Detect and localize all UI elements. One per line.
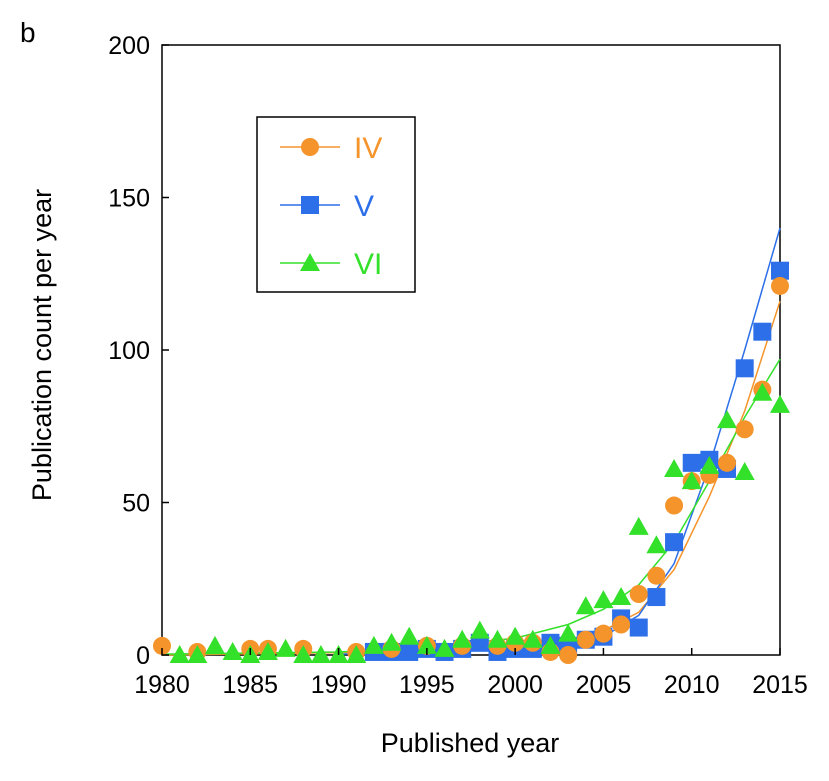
data-point-vi	[169, 645, 190, 663]
y-axis-ticks: 0 50 100 150 200	[108, 32, 169, 670]
data-point-iv	[576, 630, 595, 649]
data-point-vi	[770, 394, 790, 413]
panel-label: b	[20, 17, 36, 48]
data-point-iv	[594, 624, 613, 643]
data-point-vi	[346, 645, 367, 663]
legend: IV V VI	[256, 116, 416, 293]
y-tick-label: 200	[108, 32, 150, 60]
data-point-vi	[434, 638, 455, 657]
x-axis-ticks: 1980 1985 1990 1995 2000 2005 2010 2015	[134, 648, 808, 699]
data-point-vi	[222, 641, 243, 660]
plot-frame	[161, 44, 781, 656]
data-point-v	[629, 618, 648, 637]
legend-label-iv: IV	[354, 132, 382, 165]
data-point-v	[647, 588, 666, 607]
legend-marker-v	[301, 196, 319, 214]
data-point-vi	[611, 587, 632, 606]
data-point-v	[665, 533, 684, 552]
x-tick-label: 1995	[399, 671, 455, 699]
data-point-vi	[469, 620, 490, 639]
data-point-iv	[629, 585, 648, 603]
data-point-vi	[204, 635, 225, 654]
data-point-iv	[771, 276, 789, 295]
legend-label-v: V	[354, 190, 374, 223]
y-tick-label: 150	[108, 185, 150, 213]
data-point-iv	[647, 566, 666, 585]
data-point-v	[771, 261, 789, 280]
y-tick-label: 0	[136, 642, 150, 670]
data-point-vi	[275, 638, 296, 657]
data-point-iv	[735, 420, 754, 439]
fit-curves	[161, 227, 781, 656]
data-point-vi	[187, 645, 208, 663]
data-point-vi	[310, 645, 331, 663]
data-point-vi	[293, 645, 314, 663]
data-point-vi	[752, 382, 773, 401]
x-tick-label: 2015	[752, 671, 808, 699]
data-point-vi	[399, 626, 420, 645]
x-tick-label: 1990	[311, 671, 367, 699]
data-point-vi	[257, 641, 278, 660]
x-tick-label: 2000	[487, 671, 543, 699]
data-point-iv	[153, 636, 171, 655]
x-tick-label: 1985	[222, 671, 278, 699]
data-point-vi	[540, 635, 561, 654]
x-tick-label: 1980	[134, 671, 190, 699]
data-point-vi	[664, 458, 685, 477]
data-point-v	[682, 453, 701, 472]
data-point-iv	[665, 496, 684, 515]
data-point-vi	[681, 471, 702, 490]
x-axis-title: Published year	[381, 728, 560, 758]
data-markers	[153, 261, 790, 664]
data-point-vi	[646, 535, 667, 554]
data-point-vi	[699, 455, 720, 474]
data-point-vi	[363, 635, 384, 654]
data-point-iv	[612, 615, 631, 634]
legend-label-vi: VI	[354, 248, 382, 281]
data-point-vi	[381, 632, 402, 651]
data-point-vi	[487, 629, 508, 648]
data-point-vi	[558, 623, 579, 642]
x-tick-label: 2010	[664, 671, 720, 699]
x-tick-label: 2005	[576, 671, 632, 699]
data-point-v	[400, 642, 419, 661]
fit-curve-vi	[161, 358, 781, 655]
legend-marker-vi	[300, 253, 320, 271]
data-point-vi	[416, 635, 437, 654]
data-point-vi	[522, 629, 543, 648]
y-axis-title: Publication count per year	[27, 189, 57, 501]
data-point-vi	[593, 590, 614, 609]
data-point-v	[753, 322, 772, 341]
data-point-iv	[718, 453, 737, 472]
data-point-vi	[452, 629, 473, 648]
data-point-v	[735, 359, 754, 378]
legend-marker-iv	[301, 138, 319, 156]
y-tick-label: 100	[108, 337, 150, 365]
data-point-vi	[717, 410, 738, 429]
y-tick-label: 50	[122, 490, 150, 518]
data-point-vi	[628, 516, 649, 535]
data-point-vi	[734, 462, 755, 480]
data-point-vi	[505, 626, 526, 645]
data-point-vi	[575, 596, 596, 615]
data-point-iv	[559, 646, 578, 664]
